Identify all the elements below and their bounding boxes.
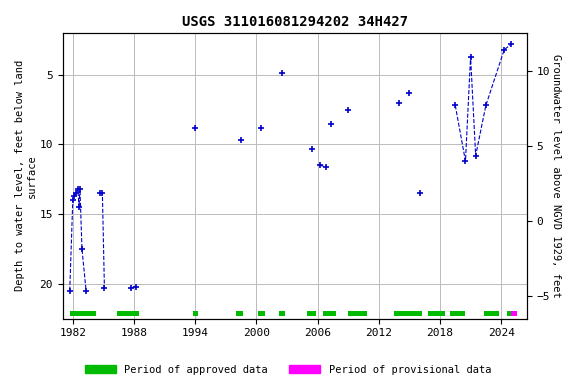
Bar (450, 311, 465, 316)
Bar (394, 311, 422, 316)
Legend: Period of approved data, Period of provisional data: Period of approved data, Period of provi… (81, 361, 495, 379)
Bar (348, 311, 366, 316)
Bar (117, 311, 139, 316)
Bar (484, 311, 499, 316)
Title: USGS 311016081294202 34H427: USGS 311016081294202 34H427 (181, 15, 408, 29)
Bar (193, 311, 198, 316)
Bar (70, 311, 96, 316)
Bar (259, 311, 264, 316)
Bar (236, 311, 243, 316)
Bar (323, 311, 336, 316)
Bar (507, 311, 511, 316)
Y-axis label: Groundwater level above NGVD 1929, feet: Groundwater level above NGVD 1929, feet (551, 54, 561, 298)
Bar (511, 311, 517, 316)
Bar (279, 311, 285, 316)
Bar (428, 311, 445, 316)
Bar (308, 311, 316, 316)
Y-axis label: Depth to water level, feet below land
surface: Depth to water level, feet below land su… (15, 60, 37, 291)
